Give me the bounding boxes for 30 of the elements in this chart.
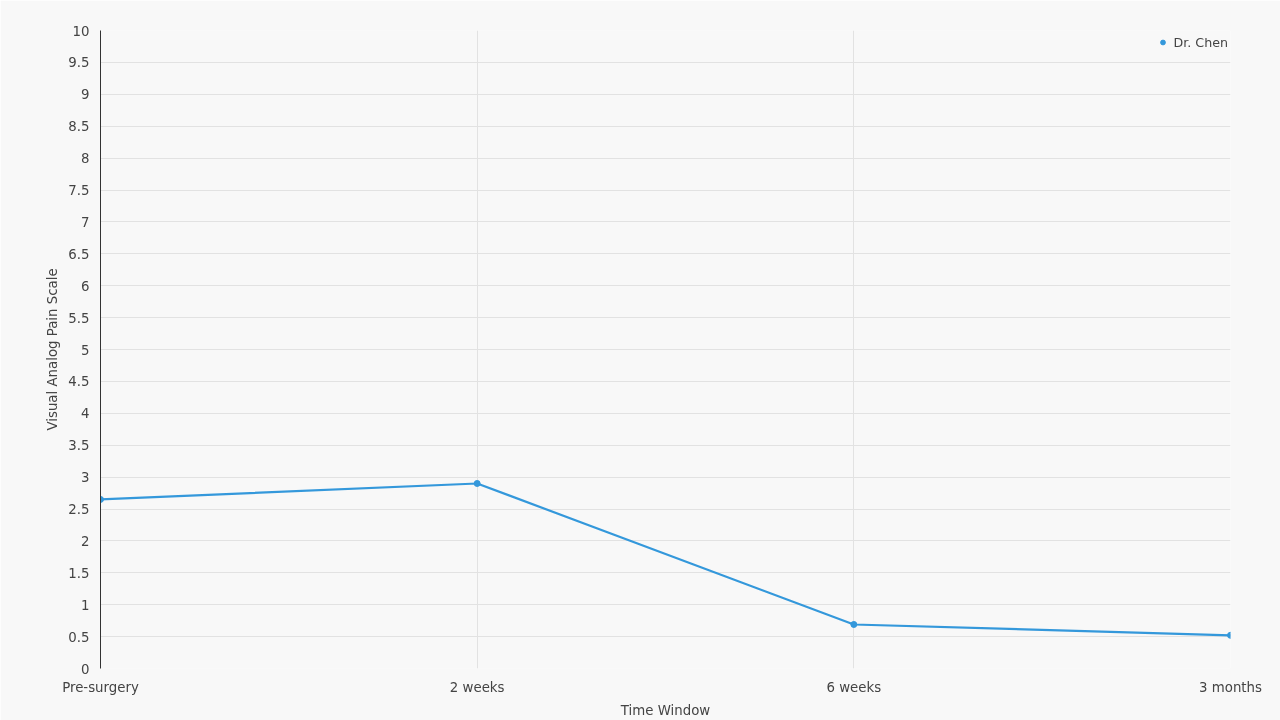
- y-tick-label: 7.5: [68, 183, 90, 198]
- y-tick-label: 5.5: [68, 310, 90, 326]
- y-tick-label: 4: [81, 406, 90, 422]
- y-tick-label: 5: [81, 342, 90, 358]
- y-tick-label: 0.5: [68, 629, 90, 645]
- x-tick-label: Pre-surgery: [62, 679, 139, 695]
- y-tick-label: 1.5: [68, 565, 90, 581]
- point: [473, 479, 481, 487]
- legend-label: Dr. Chen: [1173, 34, 1228, 50]
- y-tick-label: 3: [81, 470, 90, 486]
- y-tick-label: 10: [72, 23, 90, 39]
- y-tick-label: 7: [81, 214, 90, 230]
- y-tick-label: 0: [81, 661, 90, 677]
- y-tick-label: 8.5: [68, 119, 90, 135]
- point: [850, 620, 858, 628]
- y-axis-title: Visual Analog Pain Scale: [45, 268, 61, 431]
- x-tick-label: 2 weeks: [449, 679, 505, 695]
- y-tick-label: 8: [81, 151, 90, 167]
- y-tick-label: 9: [81, 87, 90, 103]
- y-tick-label: 3.5: [68, 438, 90, 454]
- y-tick-label: 9.5: [68, 55, 90, 71]
- y-tick-label: 6.5: [68, 246, 90, 262]
- x-tick-label: 3 months: [1199, 679, 1263, 695]
- y-tick-label: 6: [81, 278, 90, 294]
- y-tick-label: 2.5: [68, 502, 90, 517]
- y-tick-label: 2: [81, 533, 90, 549]
- y-tick-label: 1: [81, 597, 90, 613]
- y-tick-label: 4.5: [68, 374, 90, 390]
- x-tick-label: 6 weeks: [826, 679, 882, 695]
- x-axis-title: Time Window: [619, 702, 711, 718]
